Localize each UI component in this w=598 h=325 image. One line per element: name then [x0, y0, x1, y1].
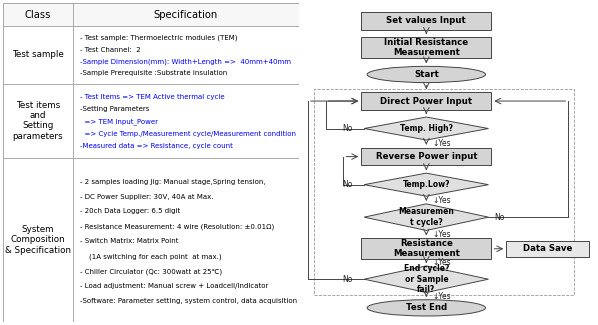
- Text: Start: Start: [414, 70, 439, 79]
- Text: No: No: [342, 275, 352, 284]
- Text: - DC Power Supplier: 30V, 40A at Max.: - DC Power Supplier: 30V, 40A at Max.: [80, 193, 213, 200]
- Text: ↓Yes: ↓Yes: [432, 258, 451, 267]
- Bar: [72, 26, 299, 84]
- Text: - Test sample: Thermoelectric modules (TEM): - Test sample: Thermoelectric modules (T…: [80, 34, 237, 41]
- Text: (1A switching for each point  at max.): (1A switching for each point at max.): [80, 253, 222, 260]
- Text: Resistance
Measurement: Resistance Measurement: [393, 239, 460, 258]
- Text: Initial Resistance
Measurement: Initial Resistance Measurement: [385, 38, 468, 57]
- Text: - Switch Matrix: Matrix Point: - Switch Matrix: Matrix Point: [80, 238, 178, 244]
- Polygon shape: [364, 173, 489, 196]
- Bar: [361, 239, 492, 259]
- Text: ↓Yes: ↓Yes: [432, 292, 451, 301]
- Text: End cycle?
or Sample
fail?: End cycle? or Sample fail?: [404, 264, 449, 294]
- Text: - Resistance Measurement: 4 wire (Resolution: ±0.01Ω): - Resistance Measurement: 4 wire (Resolu…: [80, 223, 274, 230]
- Text: ↓Yes: ↓Yes: [432, 139, 451, 149]
- Text: -Software: Parameter setting, system control, data acquisition: -Software: Parameter setting, system con…: [80, 298, 297, 304]
- Text: ↓Yes: ↓Yes: [432, 230, 451, 239]
- Text: No: No: [495, 213, 505, 222]
- Text: Temp.Low?: Temp.Low?: [402, 180, 450, 189]
- Text: Test items
and
Setting
parameters: Test items and Setting parameters: [13, 101, 63, 141]
- Text: Direct Power Input: Direct Power Input: [380, 97, 472, 106]
- Bar: [361, 37, 492, 58]
- Text: - Test Items => TEM Active thermal cycle: - Test Items => TEM Active thermal cycle: [80, 94, 225, 100]
- Text: -Sample Prerequisite :Substrate insulation: -Sample Prerequisite :Substrate insulati…: [80, 70, 227, 76]
- Text: - Test Channel:  2: - Test Channel: 2: [80, 47, 141, 53]
- Text: Reverse Power input: Reverse Power input: [376, 152, 477, 161]
- Text: Set values Input: Set values Input: [386, 16, 466, 25]
- Text: => TEM Input_Power: => TEM Input_Power: [80, 118, 158, 125]
- Bar: [361, 12, 492, 30]
- Text: -Setting Parameters: -Setting Parameters: [80, 106, 150, 112]
- Ellipse shape: [367, 300, 486, 316]
- Text: - 20ch Data Logger: 6.5 digit: - 20ch Data Logger: 6.5 digit: [80, 208, 180, 215]
- Text: => Cycle Temp./Measurement cycle/Measurement condition: => Cycle Temp./Measurement cycle/Measure…: [80, 131, 296, 136]
- Text: Test sample: Test sample: [12, 50, 63, 59]
- Text: - Chiller Circulator (Qc: 300watt at 25℃): - Chiller Circulator (Qc: 300watt at 25℃…: [80, 268, 222, 275]
- Bar: [361, 92, 492, 110]
- Bar: [3, 84, 72, 158]
- Bar: [72, 158, 299, 322]
- Text: ↓Yes: ↓Yes: [432, 196, 451, 204]
- Text: -Measured data => Resistance, cycle count: -Measured data => Resistance, cycle coun…: [80, 143, 233, 149]
- Bar: [507, 240, 589, 257]
- Text: No: No: [342, 180, 352, 189]
- Polygon shape: [364, 266, 489, 292]
- Text: Measuremen
t cycle?: Measuremen t cycle?: [398, 207, 454, 227]
- Text: Specification: Specification: [154, 10, 218, 20]
- Polygon shape: [364, 117, 489, 140]
- Bar: [72, 84, 299, 158]
- Text: - 2 samples loading Jig: Manual stage,Spring tension,: - 2 samples loading Jig: Manual stage,Sp…: [80, 178, 266, 185]
- Bar: [3, 3, 72, 26]
- Text: System
Composition
& Specification: System Composition & Specification: [5, 225, 71, 254]
- Text: - Load adjustment: Manual screw + Loadcell/Indicator: - Load adjustment: Manual screw + Loadce…: [80, 283, 269, 289]
- Ellipse shape: [367, 66, 486, 83]
- Bar: [3, 26, 72, 84]
- Bar: [314, 89, 574, 295]
- Text: Test End: Test End: [406, 303, 447, 312]
- Bar: [72, 3, 299, 26]
- Text: Temp. High?: Temp. High?: [400, 124, 453, 133]
- Text: Class: Class: [25, 10, 51, 20]
- Bar: [3, 158, 72, 322]
- Text: -Sample Dimension(mm): Width+Length =>  40mm+40mm: -Sample Dimension(mm): Width+Length => 4…: [80, 58, 291, 65]
- Bar: [361, 148, 492, 165]
- Text: No: No: [342, 124, 352, 133]
- Text: Data Save: Data Save: [523, 244, 572, 253]
- Polygon shape: [364, 204, 489, 230]
